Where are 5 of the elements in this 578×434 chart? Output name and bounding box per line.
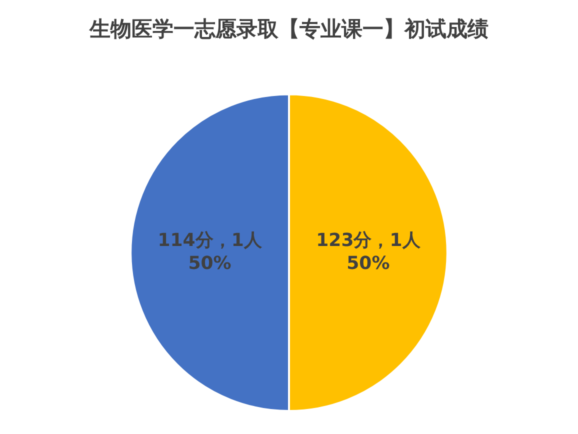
data-label: 50%: [346, 252, 390, 274]
data-label: 50%: [188, 252, 232, 274]
slice-label: 114分，1人: [158, 230, 263, 251]
slice-label: 123分，1人: [316, 230, 422, 251]
chart-title: 生物医学一志愿录取【专业课一】初试成绩: [88, 17, 488, 42]
